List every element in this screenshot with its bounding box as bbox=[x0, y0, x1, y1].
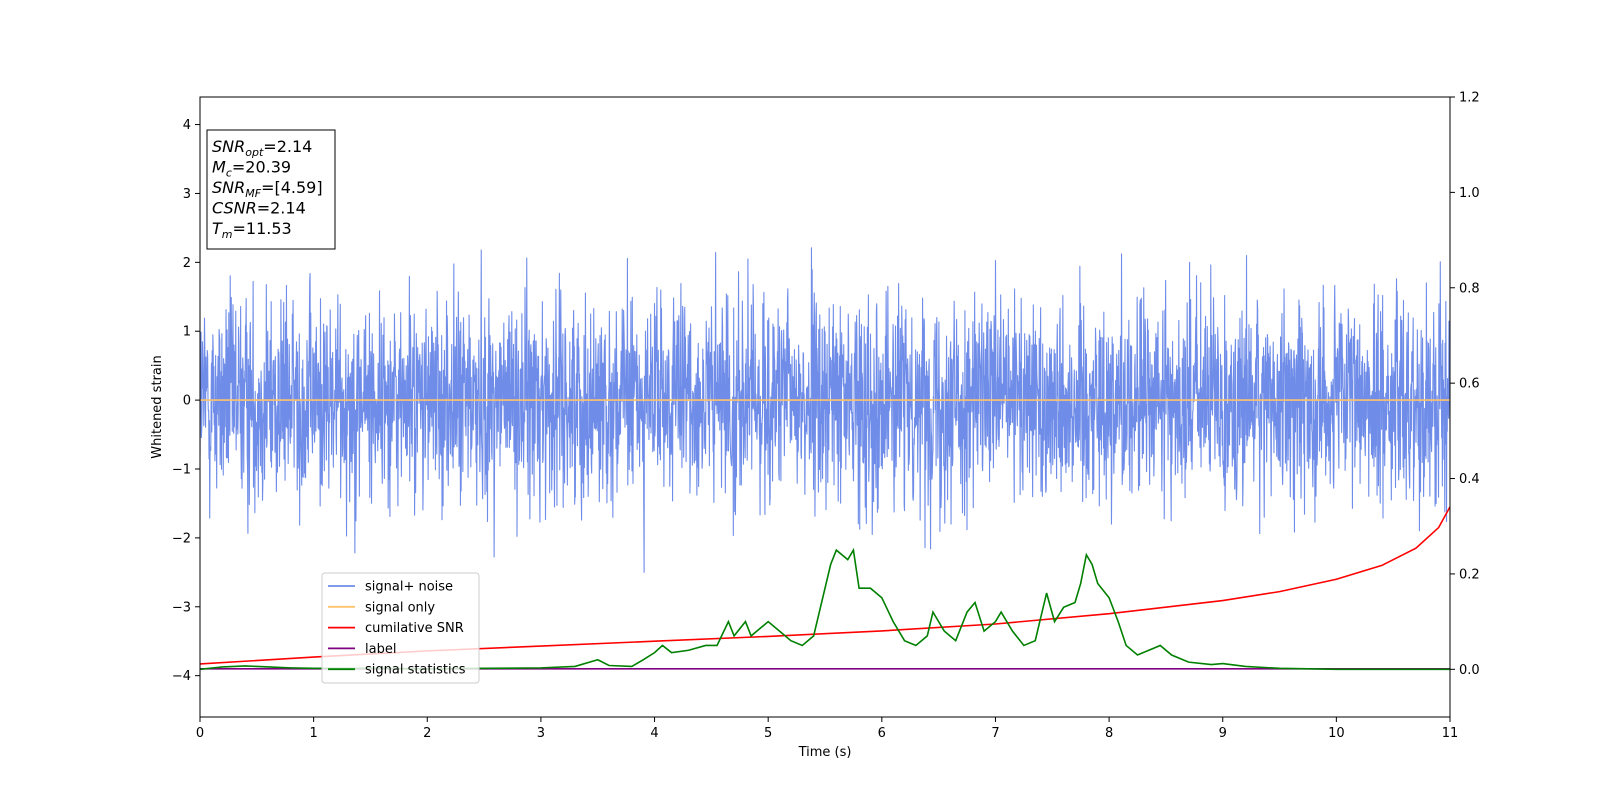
x-tick-label: 9 bbox=[1219, 726, 1227, 741]
series-signal-noise-line bbox=[200, 247, 1450, 573]
legend-item-label: label bbox=[328, 642, 396, 657]
legend-item-signal-only: signal only bbox=[328, 600, 435, 615]
plot-frame bbox=[199, 96, 1451, 718]
legend-label: signal statistics bbox=[365, 663, 466, 678]
legend-label: label bbox=[365, 642, 396, 657]
y2-tick-label: 1.2 bbox=[1459, 91, 1480, 106]
y-tick-label: −3 bbox=[172, 600, 191, 615]
annotation-line: Mc=20.39 bbox=[212, 158, 291, 180]
legend-item-signal-noise: signal+ noise bbox=[328, 580, 453, 595]
y-tick-label: 3 bbox=[183, 187, 191, 202]
x-tick-label: 4 bbox=[650, 726, 658, 741]
x-tick-label: 0 bbox=[196, 726, 204, 741]
x-tick-label: 8 bbox=[1105, 726, 1113, 741]
x-tick-label: 11 bbox=[1442, 726, 1459, 741]
x-tick-label: 6 bbox=[878, 726, 886, 741]
annotation-frame bbox=[206, 129, 336, 250]
legend-label: signal+ noise bbox=[365, 580, 453, 595]
y-tick-label: 0 bbox=[183, 394, 191, 409]
legend-label: signal only bbox=[365, 600, 435, 615]
y-axis-right: 0.0 0.2 0.4 0.6 0.8 1.0 1.2 bbox=[1450, 91, 1480, 678]
y-axis-label: Whitened strain bbox=[150, 355, 165, 458]
y2-tick-label: 0.4 bbox=[1459, 472, 1480, 487]
x-tick-label: 1 bbox=[309, 726, 317, 741]
y2-tick-label: 0.8 bbox=[1459, 281, 1480, 296]
y2-tick-label: 0.6 bbox=[1459, 377, 1480, 392]
y-tick-label: 4 bbox=[183, 118, 191, 133]
legend-label: cumilative SNR bbox=[365, 621, 464, 636]
legend-item-signal-statistics: signal statistics bbox=[328, 663, 466, 678]
y-axis-left: −4 −3 −2 −1 0 1 2 3 4 bbox=[172, 118, 200, 684]
y-tick-label: −2 bbox=[172, 531, 191, 546]
x-tick-label: 3 bbox=[537, 726, 545, 741]
annotation-line: SNRMF=[4.59] bbox=[212, 178, 323, 200]
annotation-line: SNRopt=2.14 bbox=[212, 137, 312, 159]
y2-tick-label: 1.0 bbox=[1459, 186, 1480, 201]
x-tick-label: 10 bbox=[1328, 726, 1345, 741]
y-tick-label: −1 bbox=[172, 463, 191, 478]
x-axis-label: Time (s) bbox=[798, 745, 852, 760]
annotation-line: CSNR=2.14 bbox=[212, 199, 306, 218]
legend-frame bbox=[321, 572, 480, 684]
series-signal-statistics-line bbox=[200, 547, 1450, 671]
x-tick-label: 2 bbox=[423, 726, 431, 741]
x-tick-label: 7 bbox=[991, 726, 999, 741]
y2-tick-label: 0.0 bbox=[1459, 663, 1480, 678]
annotation-box: SNRopt=2.14Mc=20.39SNRMF=[4.59]CSNR=2.14… bbox=[206, 129, 336, 250]
y-tick-label: −4 bbox=[172, 669, 191, 684]
annotation-line: Tm=11.53 bbox=[212, 219, 292, 241]
y-tick-label: 1 bbox=[183, 325, 191, 340]
legend-item-cumulative-snr: cumilative SNR bbox=[328, 621, 464, 636]
y2-tick-label: 0.2 bbox=[1459, 567, 1480, 582]
legend: signal+ noise signal only cumilative SNR la… bbox=[321, 572, 480, 684]
x-axis: 0 1 2 3 4 5 6 7 8 9 10 11 bbox=[196, 717, 1458, 741]
x-tick-label: 5 bbox=[764, 726, 772, 741]
y-tick-label: 2 bbox=[183, 256, 191, 271]
series-cumulative-snr-line bbox=[200, 506, 1450, 665]
